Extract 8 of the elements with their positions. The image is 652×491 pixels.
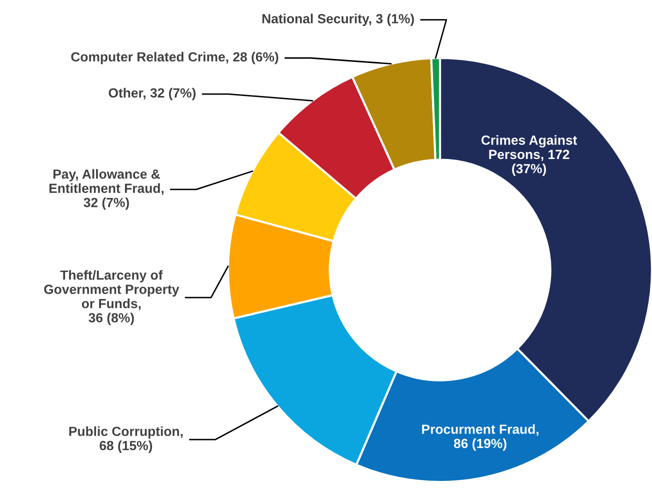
slice-label: Pay, Allowance & Entitlement Fraud, 32 (7%) (49, 169, 164, 210)
slice-label: Public Corruption, 68 (15%) (69, 426, 183, 453)
slice-label: Theft/Larceny of Government Property or Funds, 36 (8%) (44, 270, 180, 326)
slice-label: National Security, 3 (1%) (262, 14, 414, 26)
slice-label: Other, 32 (7%) (108, 88, 196, 100)
slice-label: Procurment Fraud, 86 (19%) (422, 424, 538, 451)
slice-label: Crimes Against Persons, 172 (37%) (481, 135, 578, 176)
slice-label: Computer Related Crime, 28 (6%) (71, 52, 278, 64)
